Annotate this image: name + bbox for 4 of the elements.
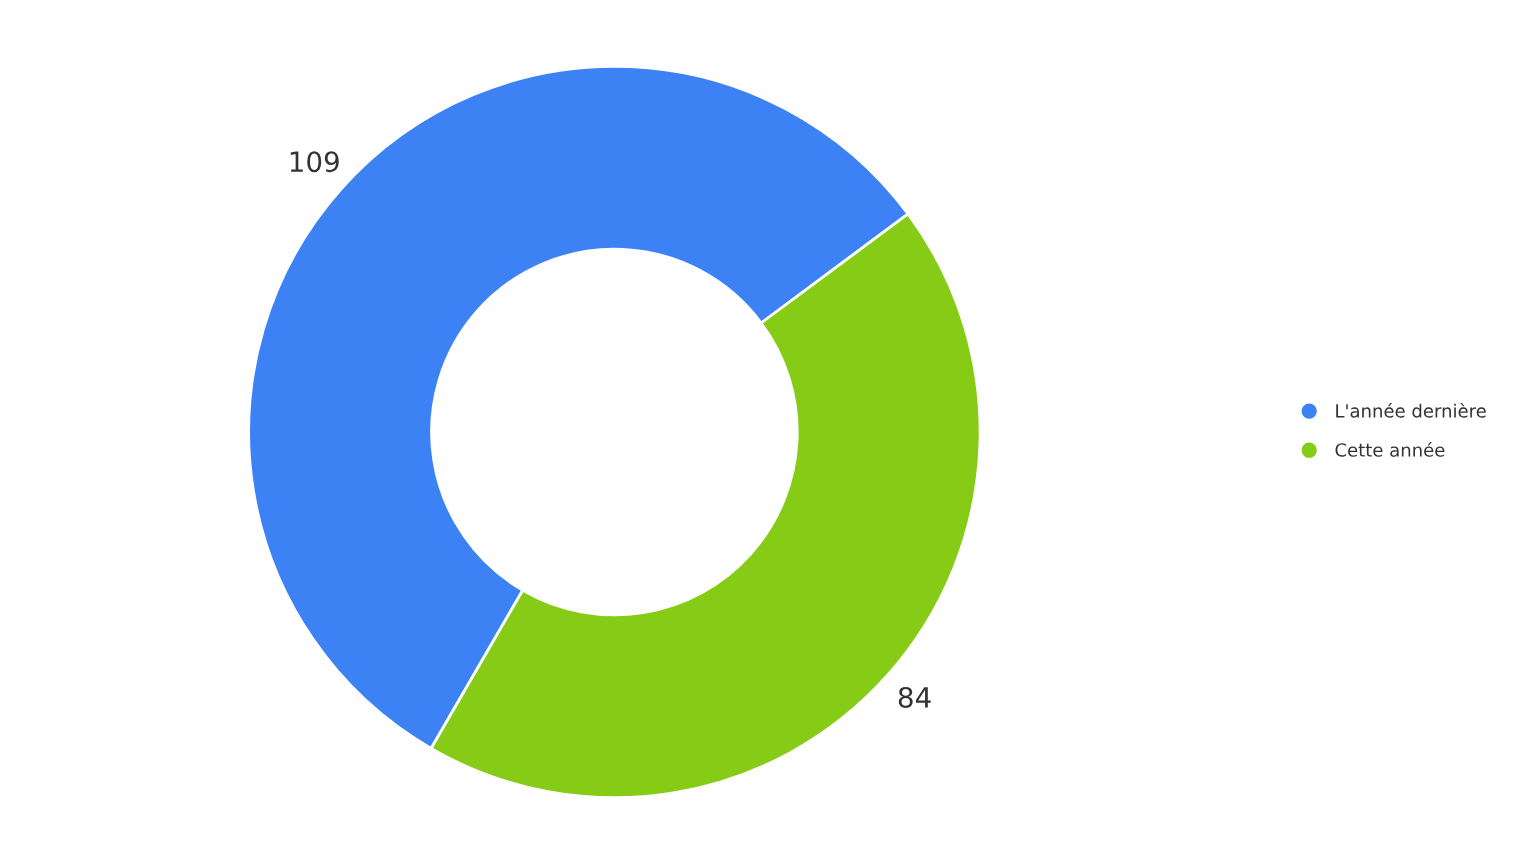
data-label: 84: [898, 686, 931, 708]
data-label: 109: [290, 151, 339, 173]
legend-label: L'année dernière: [1336, 402, 1486, 418]
legend-label: Cette année: [1335, 442, 1445, 457]
